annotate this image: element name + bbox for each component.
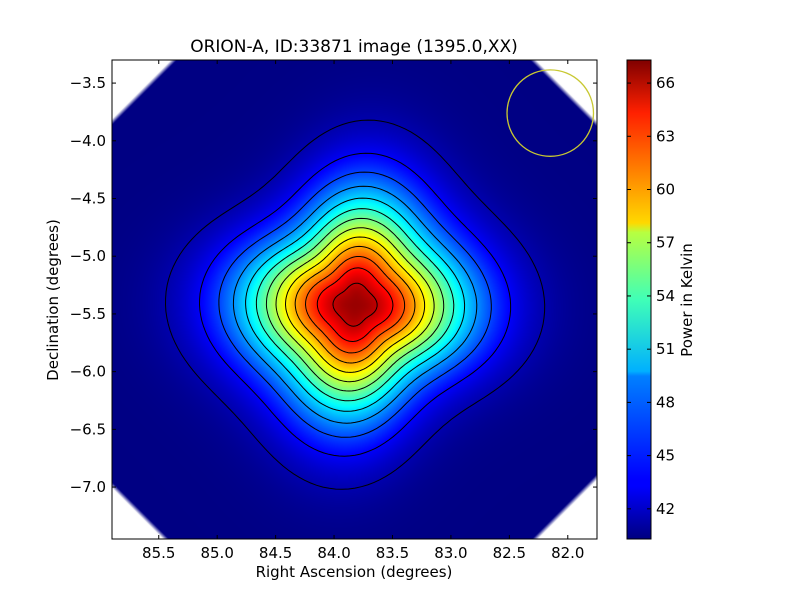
plot-frame	[111, 59, 598, 540]
contour-line	[245, 197, 466, 412]
contour-lines	[164, 119, 546, 490]
colorbar-tick-label: 42	[656, 500, 675, 518]
colorbar-tick-label: 45	[656, 447, 675, 465]
contour-line	[255, 208, 455, 402]
y-tick-label: −3.5	[70, 74, 106, 92]
x-tick-label: 82.0	[551, 544, 584, 562]
y-tick-label: −4.0	[70, 132, 106, 150]
colorbar-tick-label: 63	[656, 127, 675, 145]
contour-line	[316, 267, 394, 343]
x-axis: 85.5 85.0 84.5 84.0 83.5 83.0 82.5 82.0	[142, 60, 584, 562]
colorbar-axis: 42 45 48 51 54 57 60 63 66	[627, 74, 675, 518]
contour-line	[284, 236, 426, 373]
x-tick-label: 85.5	[142, 544, 175, 562]
x-tick-label: 84.5	[259, 544, 292, 562]
contour-line	[332, 282, 378, 327]
x-tick-label: 85.0	[200, 544, 233, 562]
colorbar-tick-label: 57	[656, 234, 675, 252]
y-tick-label: −6.5	[70, 420, 106, 438]
colorbar-label: Power in Kelvin	[678, 243, 696, 357]
contour-line	[304, 256, 406, 354]
contour-line	[294, 245, 416, 364]
x-tick-label: 84.0	[317, 544, 350, 562]
y-tick-label: −7.0	[70, 478, 106, 496]
y-axis-label: Declination (degrees)	[44, 219, 62, 381]
y-tick-label: −5.0	[70, 247, 106, 265]
y-tick-label: −4.5	[70, 190, 106, 208]
contour-line	[232, 185, 478, 424]
colorbar-tick-label: 66	[656, 74, 675, 92]
contour-line	[164, 119, 546, 490]
x-axis-label: Right Ascension (degrees)	[256, 563, 453, 581]
colorbar	[626, 59, 652, 540]
colorbar-tick-label: 48	[656, 393, 675, 411]
chart-title: ORION-A, ID:33871 image (1395.0,XX)	[190, 37, 518, 57]
y-tick-label: −5.5	[70, 305, 106, 323]
x-tick-label: 83.0	[434, 544, 467, 562]
contour-line	[265, 217, 445, 392]
colorbar-tick-label: 51	[656, 340, 675, 358]
contour-line	[198, 152, 512, 457]
y-tick-label: −6.0	[70, 363, 106, 381]
contour-line	[275, 227, 435, 383]
colorbar-tick-label: 54	[656, 287, 675, 305]
beam-circle	[506, 69, 595, 157]
colorbar-tick-label: 60	[656, 181, 675, 199]
x-tick-label: 83.5	[376, 544, 409, 562]
x-tick-label: 82.5	[493, 544, 526, 562]
heatmap-image	[112, 60, 597, 539]
y-axis: −3.5 −4.0 −4.5 −5.0 −5.5 −6.0 −6.5 −7.0	[70, 74, 597, 496]
contour-line	[218, 171, 492, 438]
